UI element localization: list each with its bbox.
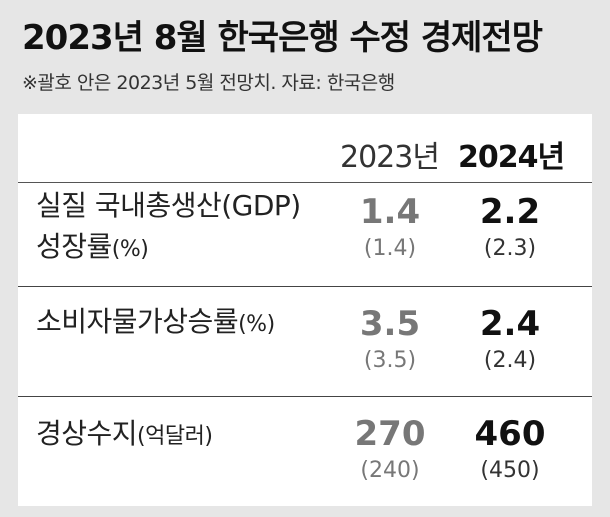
row-label-cpi-line1: 소비자물가상승률 [36, 305, 239, 338]
value-cpi-2023: 3.5 [359, 304, 421, 344]
column-header-2023: 2023년 [340, 140, 440, 175]
row-label-gdp-line1: 실질 국내총생산(GDP) [36, 189, 301, 222]
value-current-account-2024: 460 [474, 414, 546, 454]
previous-current-account-2024: (450) [480, 458, 540, 483]
previous-current-account-2023: (240) [360, 458, 420, 483]
row-unit-gdp: (%) [111, 236, 149, 262]
row-label-cpi: 소비자물가상승률(%) [36, 302, 275, 343]
page-title: 2023년 8월 한국은행 수정 경제전망 [22, 18, 543, 58]
row-divider-2 [18, 396, 592, 397]
column-header-2024: 2024년 [458, 140, 565, 175]
previous-cpi-2023: (3.5) [363, 348, 417, 373]
page-subtitle: ※괄호 안은 2023년 5월 전망치. 자료: 한국은행 [22, 72, 395, 94]
row-divider-1 [18, 286, 592, 287]
row-label-gdp: 실질 국내총생산(GDP) 성장률(%) [36, 186, 301, 267]
previous-cpi-2024: (2.4) [483, 348, 537, 373]
previous-gdp-2024: (2.3) [483, 236, 537, 261]
row-label-current-account: 경상수지(억달러) [36, 414, 213, 455]
value-gdp-2024: 2.2 [479, 192, 541, 232]
value-cpi-2024: 2.4 [479, 304, 541, 344]
row-unit-cpi: (%) [238, 312, 275, 337]
value-current-account-2023: 270 [354, 414, 426, 454]
value-gdp-2023: 1.4 [359, 192, 421, 232]
header-divider [18, 182, 592, 183]
forecast-table: 2023년 2024년 실질 국내총생산(GDP) 성장률(%) 1.4 2.2… [18, 114, 592, 506]
row-label-gdp-line2: 성장률 [36, 229, 112, 263]
previous-gdp-2023: (1.4) [363, 236, 417, 261]
row-label-current-account-line1: 경상수지 [36, 417, 138, 450]
row-unit-current-account: (억달러) [137, 424, 213, 449]
